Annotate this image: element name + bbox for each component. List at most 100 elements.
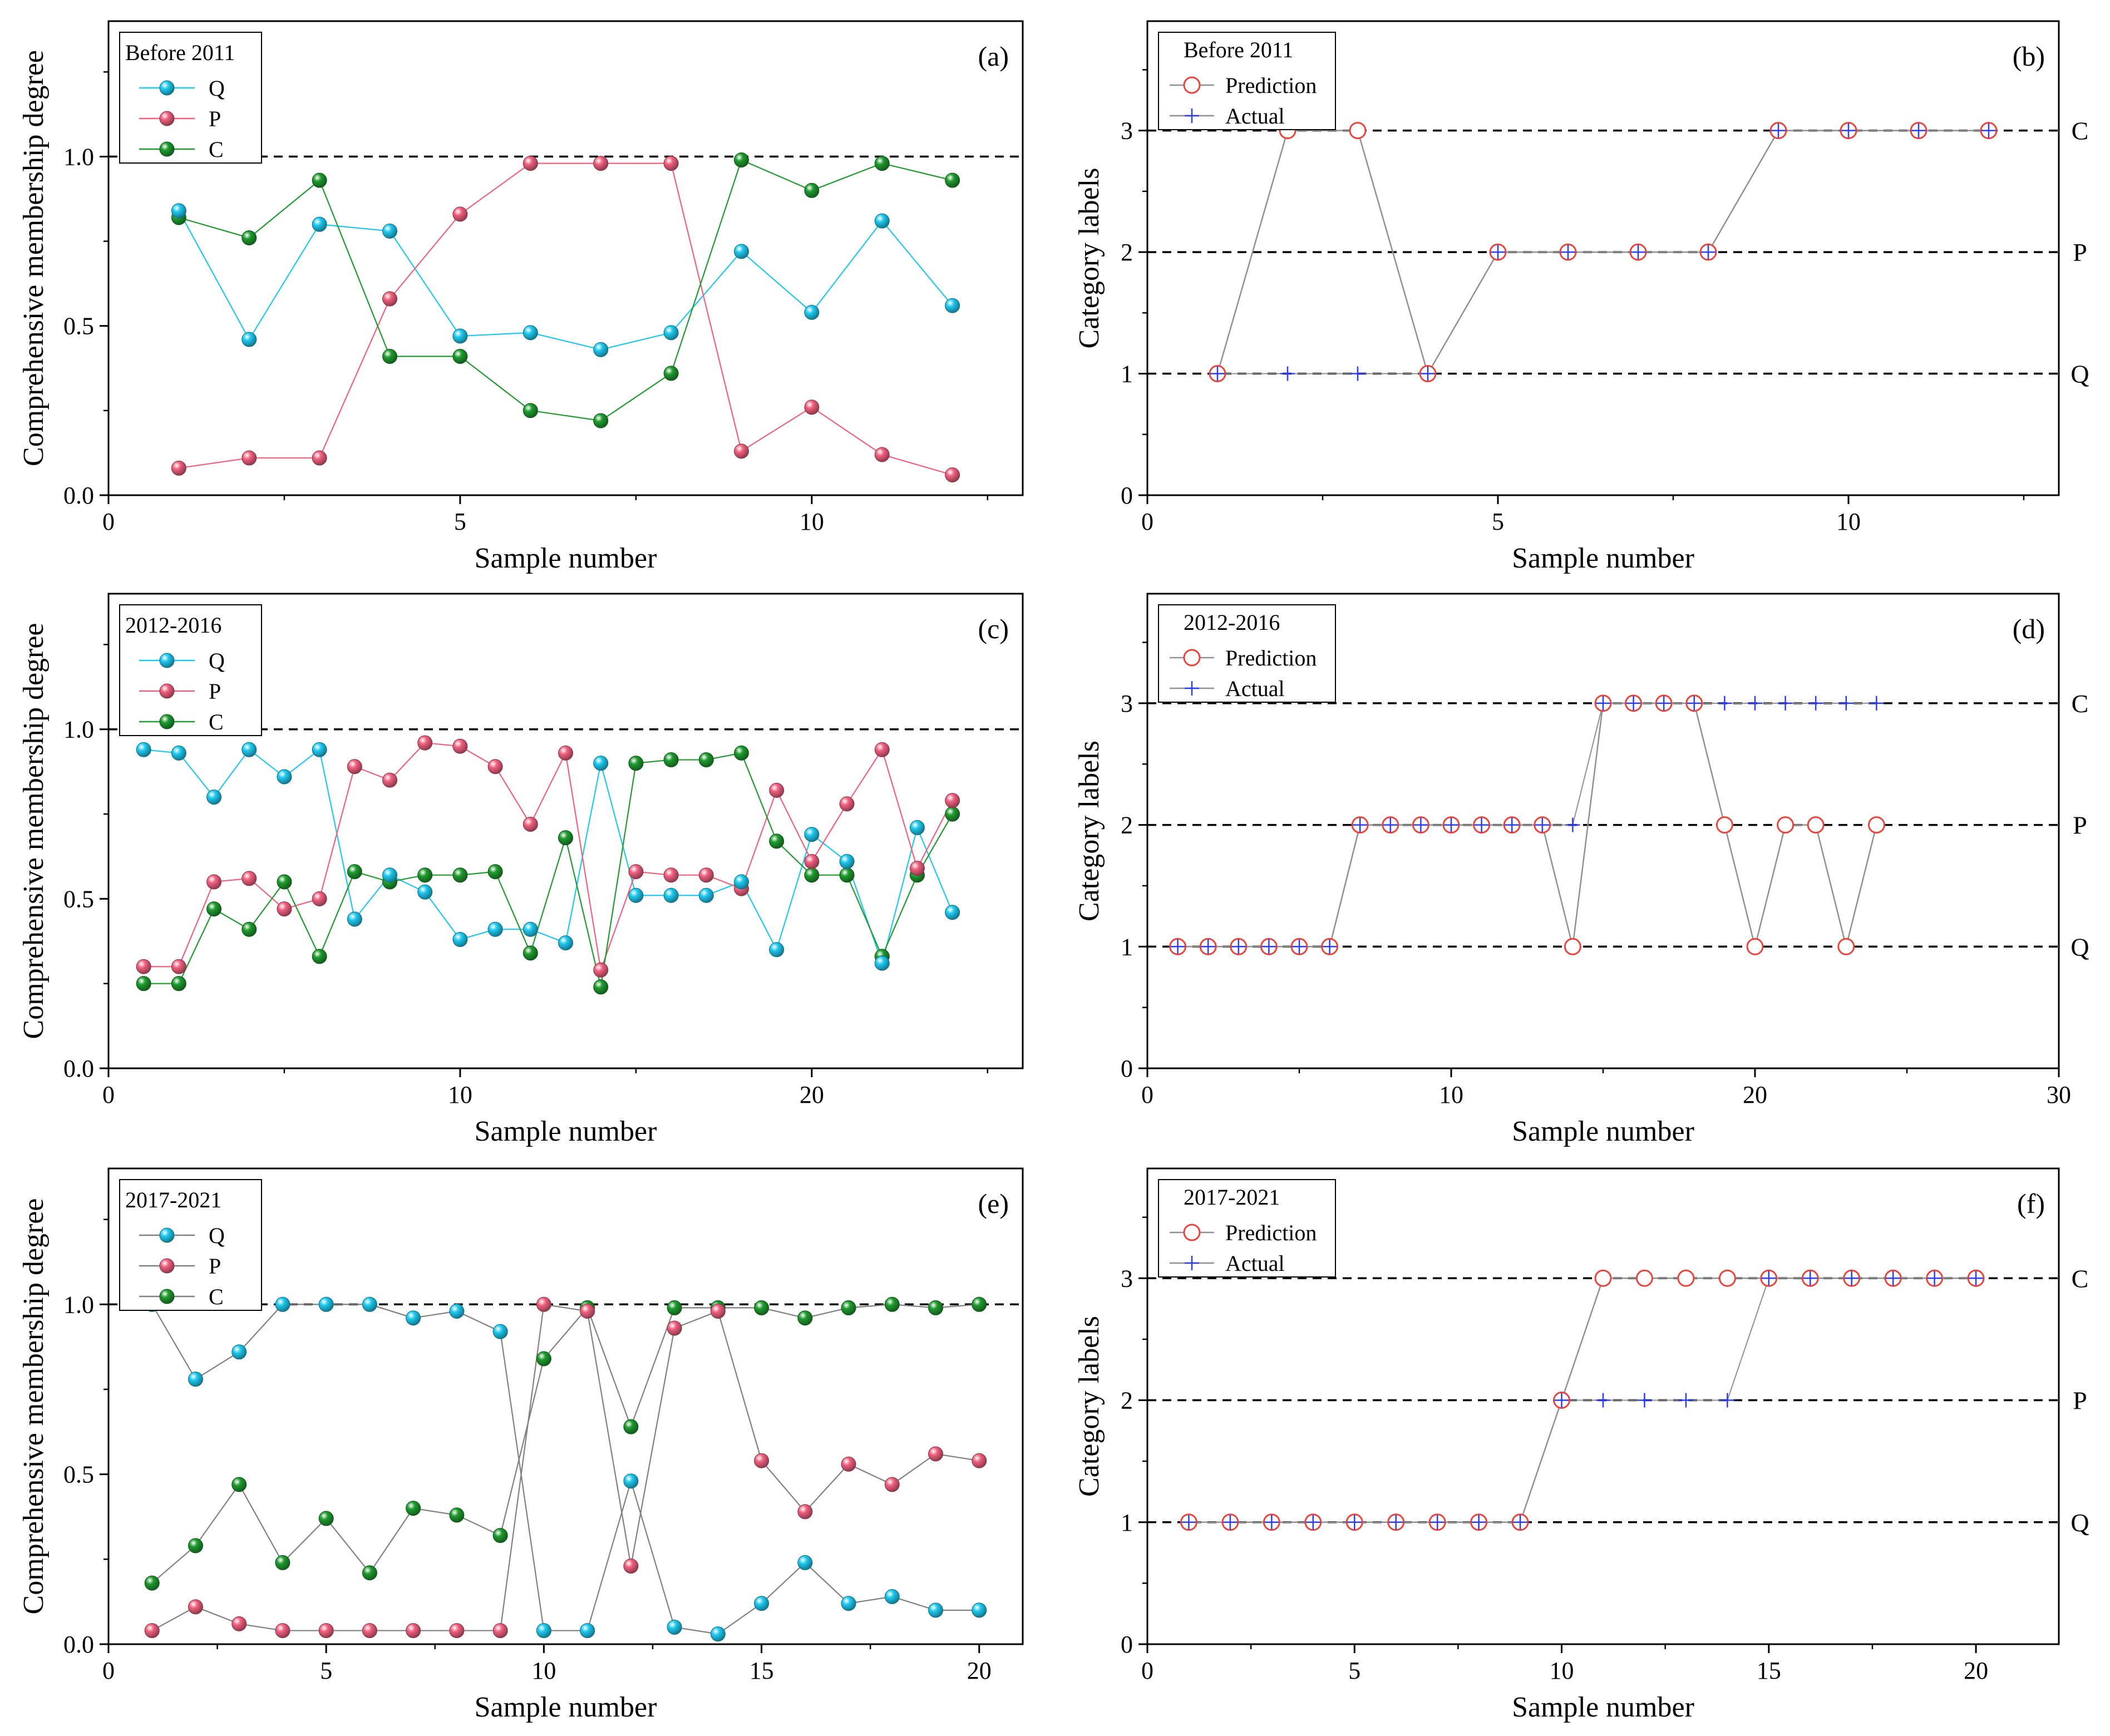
data-point-Q [769, 942, 785, 958]
data-point-P [593, 962, 609, 978]
data-point-P [417, 735, 433, 751]
x-axis-label: Sample number [475, 1691, 657, 1723]
x-tick-label: 0 [1141, 1081, 1153, 1108]
y-tick-label: 2 [1121, 812, 1133, 839]
y-tick-label: 2 [1121, 1387, 1133, 1414]
legend-label-P: P [209, 106, 221, 131]
data-point-P [188, 1599, 203, 1615]
legend-label-actual: Actual [1225, 1251, 1285, 1276]
category-label-Q: Q [2070, 360, 2089, 388]
data-point-Q [558, 935, 573, 951]
category-label-Q: Q [2070, 933, 2089, 961]
panel-label: (e) [978, 1188, 1009, 1219]
data-point-Q [884, 1589, 900, 1604]
x-tick-label: 10 [531, 1657, 556, 1684]
data-point-C [231, 1477, 247, 1492]
x-tick-label: 10 [800, 508, 824, 535]
category-label-C: C [2072, 117, 2089, 145]
data-point-C [206, 901, 222, 917]
x-tick-label: 20 [1743, 1081, 1767, 1108]
series-line-C [179, 159, 953, 422]
data-point-P [536, 1296, 551, 1312]
data-point-Q [839, 854, 855, 869]
x-tick-label: 0 [102, 1081, 115, 1108]
data-point-P [449, 1623, 465, 1639]
data-point-Q [804, 827, 820, 842]
data-point-Q [841, 1596, 856, 1611]
y-tick-label: 0 [1121, 482, 1133, 509]
y-axis-label: Category labels [1073, 1316, 1105, 1497]
data-point-P [874, 742, 890, 757]
legend-title: Before 2011 [1184, 37, 1293, 62]
data-point-P [580, 1304, 595, 1319]
prediction-marker [1635, 1269, 1653, 1287]
data-point-C [241, 921, 257, 937]
legend-box [1158, 604, 1336, 703]
x-axis-label: Sample number [475, 542, 657, 574]
y-axis-label: Category labels [1073, 168, 1105, 349]
data-point-P [754, 1453, 770, 1468]
data-point-C [347, 864, 362, 880]
data-point-Q [663, 325, 679, 341]
data-point-C [406, 1501, 421, 1516]
panel-label: (d) [2013, 613, 2045, 644]
plot-frame [1146, 1167, 2060, 1645]
data-point-Q [945, 905, 960, 920]
data-point-C [972, 1296, 987, 1312]
data-point-C [136, 976, 151, 992]
prediction-marker [1349, 122, 1367, 140]
legend-marker-P [159, 683, 175, 699]
data-point-C [839, 867, 855, 883]
y-tick-label: 1.0 [63, 716, 94, 743]
series-line-P [179, 162, 953, 476]
legend-title: 2017-2021 [125, 1187, 221, 1212]
data-point-C [241, 230, 257, 245]
plot-frame [107, 1167, 1024, 1645]
data-point-Q [593, 342, 609, 357]
data-point-Q [754, 1596, 770, 1611]
legend-label-Q: Q [209, 648, 225, 673]
prediction-marker [1837, 938, 1855, 955]
y-tick-label: 0.5 [63, 313, 94, 340]
data-point-P [769, 782, 785, 798]
panel-label: (a) [978, 41, 1009, 72]
legend-marker-C [159, 714, 175, 729]
data-point-C [667, 1300, 682, 1315]
legend-title: 2012-2016 [1184, 610, 1280, 635]
data-point-P [362, 1623, 377, 1639]
category-label-C: C [2072, 689, 2089, 718]
data-point-C [171, 976, 186, 992]
data-point-P [318, 1623, 334, 1639]
data-point-C [312, 949, 327, 964]
data-point-C [884, 1296, 900, 1312]
data-point-Q [580, 1623, 595, 1639]
data-point-Q [206, 790, 222, 805]
chart-panel-c: 0 10 20 0.0 0.5 1.0 Sample number Comprehensive… [18, 593, 1024, 1147]
data-point-Q [417, 884, 433, 900]
legend-box [119, 1179, 262, 1311]
data-point-Q [667, 1619, 682, 1635]
data-point-Q [231, 1344, 247, 1360]
series-line-Q [178, 210, 953, 351]
data-point-C [593, 979, 609, 995]
legend-marker-Q [159, 80, 175, 96]
data-point-Q [275, 1296, 290, 1312]
x-tick-label: 30 [2047, 1081, 2071, 1108]
data-point-Q [522, 325, 538, 341]
data-point-Q [797, 1555, 813, 1570]
data-point-Q [698, 887, 714, 903]
data-point-P [698, 867, 714, 883]
y-tick-label: 3 [1121, 690, 1133, 717]
data-point-C [522, 403, 538, 418]
data-point-Q [522, 921, 538, 937]
data-point-P [945, 467, 960, 482]
data-point-P [206, 874, 222, 890]
data-point-C [492, 1528, 508, 1543]
legend-marker-P [159, 111, 175, 126]
legend-title: 2012-2016 [125, 613, 221, 638]
data-point-C [593, 413, 609, 428]
legend-label-actual: Actual [1225, 676, 1285, 701]
data-point-Q [241, 332, 257, 347]
data-point-P [492, 1623, 508, 1639]
